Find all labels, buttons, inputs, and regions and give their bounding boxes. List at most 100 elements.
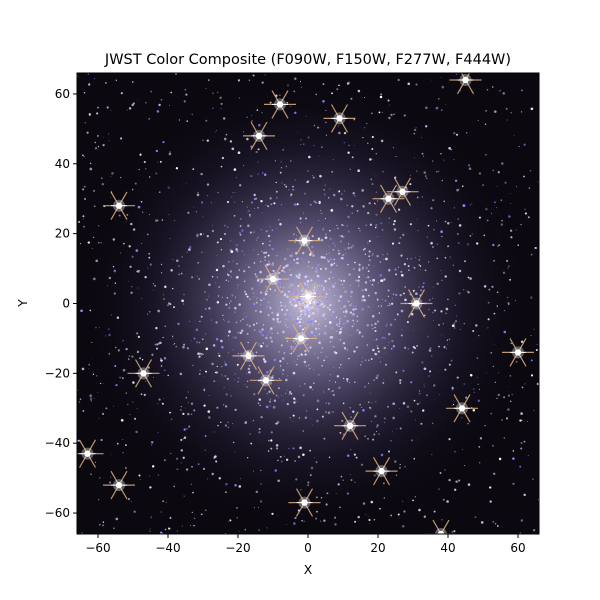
faint-star	[133, 510, 136, 513]
faint-star	[434, 309, 437, 312]
faint-star	[176, 259, 179, 263]
faint-star	[318, 327, 320, 330]
faint-star	[397, 513, 400, 516]
faint-star	[409, 223, 412, 226]
faint-star	[397, 266, 400, 268]
faint-star	[392, 223, 395, 226]
faint-star	[373, 518, 376, 521]
faint-star	[99, 477, 101, 479]
faint-star	[227, 351, 229, 353]
faint-star	[276, 332, 279, 334]
faint-star	[306, 410, 308, 412]
faint-star	[211, 229, 215, 233]
faint-star	[536, 343, 538, 345]
faint-star	[256, 109, 259, 111]
faint-star	[362, 248, 365, 251]
faint-star	[302, 453, 305, 456]
faint-star	[116, 442, 119, 445]
faint-star	[318, 341, 321, 345]
faint-star	[328, 197, 330, 199]
faint-star	[318, 284, 321, 287]
faint-star	[407, 82, 410, 86]
faint-star	[292, 339, 295, 343]
faint-star	[105, 82, 107, 84]
faint-star	[199, 369, 202, 372]
faint-star	[257, 161, 259, 163]
faint-star	[203, 388, 206, 390]
faint-star	[378, 111, 381, 114]
faint-star	[523, 143, 526, 146]
faint-star	[334, 282, 337, 285]
faint-star	[283, 287, 285, 289]
faint-star	[444, 368, 447, 371]
faint-star	[410, 257, 412, 260]
faint-star	[309, 311, 311, 314]
faint-star	[164, 459, 166, 461]
faint-star	[229, 249, 232, 251]
faint-star	[229, 519, 232, 522]
faint-star	[274, 469, 278, 472]
faint-star	[312, 176, 315, 179]
faint-star	[467, 422, 469, 425]
faint-star	[277, 479, 280, 483]
faint-star	[530, 359, 533, 362]
faint-star	[353, 268, 355, 270]
faint-star	[331, 318, 335, 322]
faint-star	[458, 269, 462, 273]
faint-star	[392, 242, 394, 245]
faint-star	[518, 146, 520, 148]
faint-star	[320, 299, 322, 301]
faint-star	[291, 277, 294, 281]
faint-star	[165, 502, 167, 504]
faint-star	[447, 343, 449, 345]
faint-star	[323, 286, 325, 289]
faint-star	[533, 409, 535, 411]
faint-star	[294, 241, 297, 243]
faint-star	[257, 206, 259, 209]
faint-star	[287, 362, 289, 364]
faint-star	[313, 301, 316, 304]
faint-star	[342, 302, 343, 303]
faint-star	[368, 406, 371, 409]
faint-star	[256, 279, 260, 282]
faint-star	[234, 373, 236, 375]
faint-star	[205, 333, 207, 335]
faint-star	[343, 131, 347, 135]
faint-star	[416, 402, 419, 405]
faint-star	[293, 203, 297, 206]
faint-star	[155, 219, 158, 222]
faint-star	[477, 383, 479, 385]
faint-star	[334, 516, 337, 519]
faint-star	[223, 232, 227, 236]
faint-star	[279, 365, 282, 367]
faint-star	[469, 277, 472, 280]
faint-star	[125, 467, 127, 469]
faint-star	[382, 254, 384, 256]
faint-star	[136, 350, 140, 354]
faint-star	[313, 293, 316, 295]
faint-star	[339, 295, 343, 298]
faint-star	[443, 159, 445, 161]
faint-star	[261, 328, 264, 331]
faint-star	[457, 233, 459, 235]
faint-star	[262, 242, 264, 245]
faint-star	[383, 278, 386, 281]
faint-star	[229, 270, 233, 273]
faint-star	[289, 301, 292, 304]
faint-star	[245, 420, 248, 423]
faint-star	[370, 358, 373, 360]
faint-star	[410, 381, 413, 384]
faint-star	[261, 81, 264, 84]
faint-star	[208, 395, 210, 396]
faint-star	[286, 327, 288, 329]
faint-star	[112, 266, 115, 268]
faint-star	[330, 271, 332, 273]
faint-star	[222, 404, 225, 406]
faint-star	[89, 162, 92, 165]
faint-star	[375, 191, 377, 193]
faint-star	[462, 288, 465, 291]
faint-star	[367, 515, 369, 517]
faint-star	[296, 317, 299, 320]
faint-star	[263, 360, 267, 363]
faint-star	[421, 196, 423, 198]
